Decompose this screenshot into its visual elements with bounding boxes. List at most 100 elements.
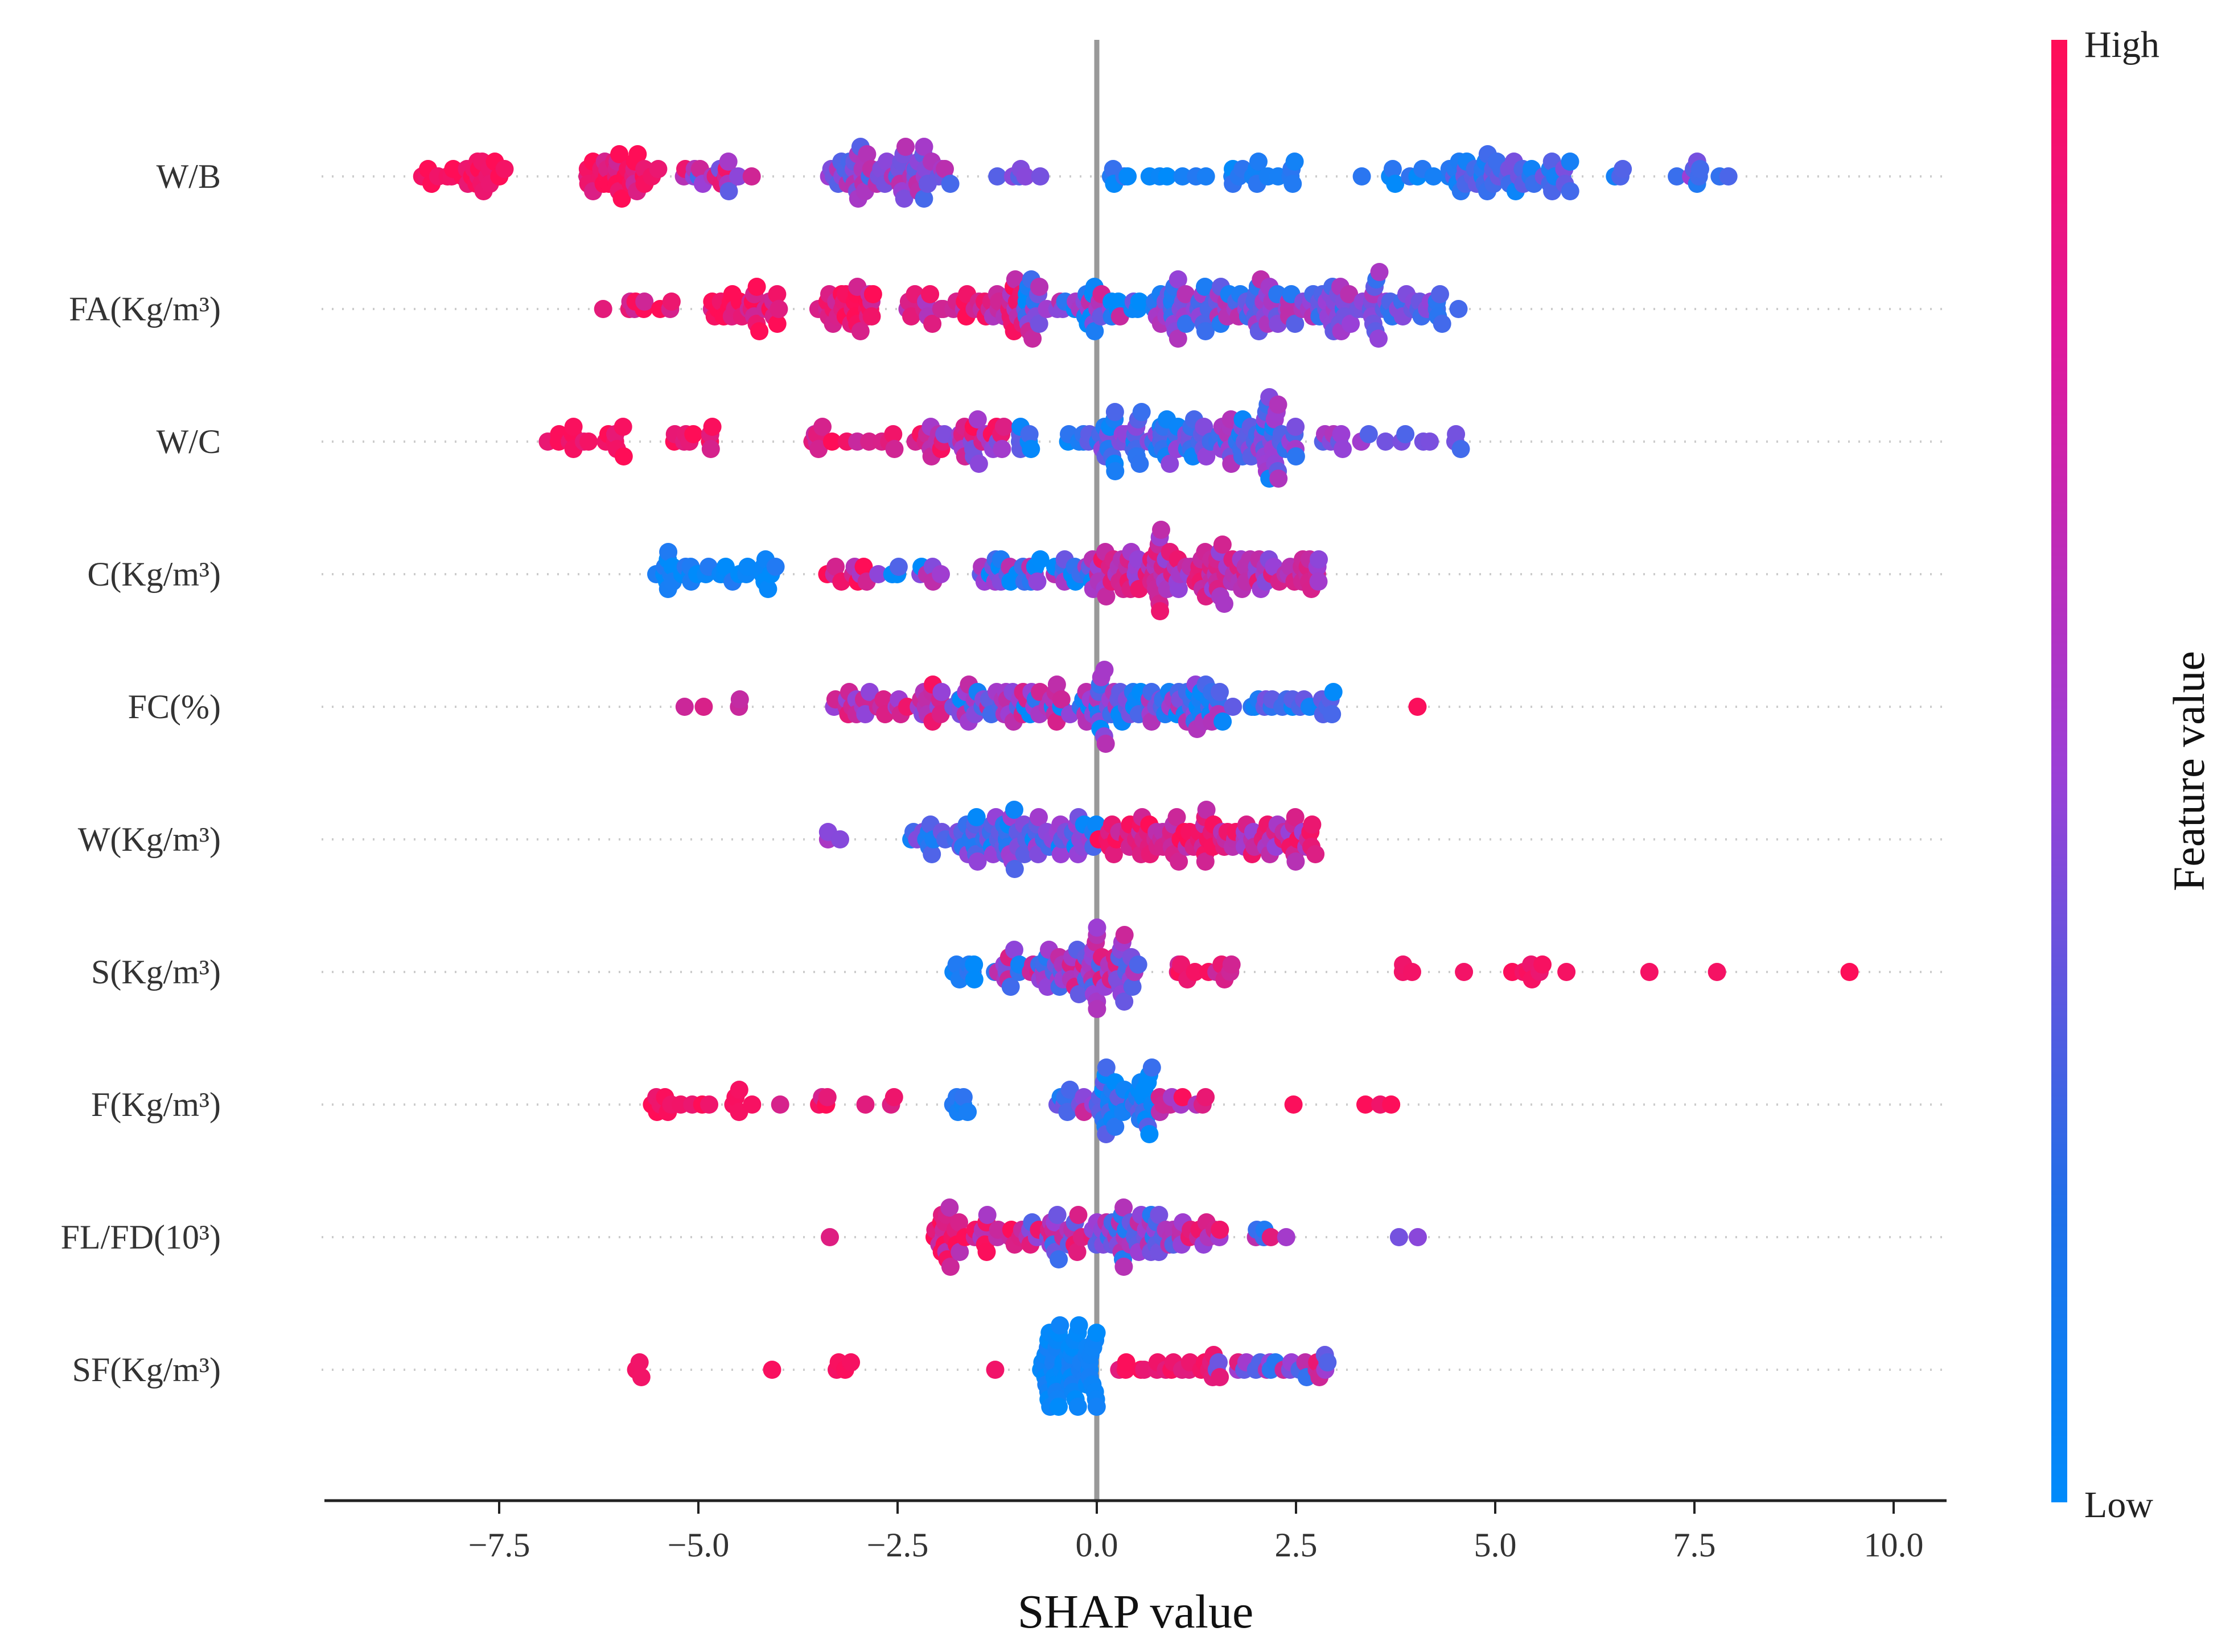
shap-point — [1052, 690, 1071, 708]
shap-point — [1286, 315, 1305, 333]
shap-point — [936, 160, 954, 178]
shap-point — [958, 1103, 977, 1121]
shap-point — [1213, 712, 1232, 731]
shap-point — [1640, 963, 1659, 981]
x-tick-label: 10.0 — [1864, 1526, 1924, 1564]
shap-point — [770, 300, 788, 318]
x-tick-label: 5.0 — [1474, 1526, 1517, 1564]
shap-point — [1118, 167, 1137, 186]
shap-point — [1051, 1316, 1069, 1334]
x-tick-label: 7.5 — [1673, 1526, 1716, 1564]
shap-point — [1095, 661, 1114, 679]
colorbar-title: Feature value — [2164, 651, 2214, 891]
shap-point — [743, 1095, 762, 1114]
shap-point — [1197, 801, 1216, 819]
shap-point — [1085, 322, 1104, 340]
shap-point — [1283, 175, 1302, 193]
shap-point — [662, 293, 681, 311]
shap-point — [1840, 963, 1859, 981]
shap-point — [594, 300, 612, 318]
shap-point — [1224, 698, 1243, 716]
shap-point — [1005, 941, 1023, 959]
feature-label: FA(Kg/m³) — [69, 290, 221, 328]
shap-point — [719, 182, 738, 200]
shap-point — [1211, 1368, 1229, 1386]
shap-point — [1167, 808, 1186, 826]
shap-point — [1209, 1353, 1228, 1371]
shap-point — [1389, 1228, 1408, 1246]
shap-point — [1215, 595, 1233, 613]
shap-point — [1173, 1088, 1192, 1106]
shap-point — [1324, 683, 1343, 701]
shap-point — [632, 1368, 651, 1386]
shap-point — [1016, 167, 1035, 186]
shap-point — [716, 558, 735, 576]
shap-point — [1173, 167, 1192, 186]
feature-label: FC(%) — [128, 688, 221, 726]
shap-point — [1047, 712, 1066, 731]
feature-label: W(Kg/m³) — [78, 821, 221, 858]
shap-point — [1005, 860, 1024, 878]
shap-point — [495, 160, 514, 178]
shap-point — [1051, 845, 1070, 863]
shap-point — [1088, 1000, 1106, 1018]
shap-point — [968, 410, 987, 429]
shap-point — [719, 153, 738, 171]
shap-point — [730, 690, 749, 708]
shap-point — [1211, 683, 1229, 701]
shap-point — [1023, 329, 1042, 348]
shap-point — [1195, 418, 1213, 436]
shap-point — [858, 145, 877, 163]
shap-point — [969, 455, 988, 473]
shap-point — [821, 1228, 839, 1246]
shap-point — [1408, 698, 1427, 716]
shap-point — [988, 167, 1007, 186]
shap-point — [1097, 587, 1116, 605]
shap-point — [1031, 550, 1050, 568]
shap-point — [1161, 455, 1179, 473]
shap-point — [1142, 712, 1161, 731]
shap-point — [1169, 270, 1187, 289]
shap-point — [1196, 322, 1215, 340]
shap-point — [1370, 263, 1389, 281]
shap-point — [932, 565, 950, 583]
shap-point — [813, 418, 832, 436]
shap-point — [1047, 675, 1066, 694]
shap-point — [1285, 153, 1304, 171]
shap-point — [1614, 160, 1632, 178]
shap-point — [1431, 285, 1449, 303]
shap-point — [1068, 1243, 1087, 1261]
shap-point — [694, 698, 713, 716]
shap-point — [1396, 425, 1415, 443]
shap-point — [921, 285, 940, 303]
shap-point — [932, 683, 951, 701]
shap-point — [1403, 963, 1421, 981]
shap-point — [768, 285, 787, 303]
shap-point — [771, 1095, 789, 1114]
shap-point — [1359, 425, 1378, 443]
x-tick-label: 0.0 — [1076, 1526, 1118, 1564]
shap-point — [1088, 918, 1106, 937]
shap-point — [1069, 1206, 1088, 1224]
shap-point — [1451, 440, 1470, 458]
shap-point — [986, 1361, 1005, 1379]
shap-point — [1129, 955, 1147, 974]
shap-point — [1284, 1095, 1303, 1114]
colorbar-low-label: Low — [2084, 1484, 2153, 1526]
shap-point — [940, 1198, 959, 1217]
shap-point — [766, 558, 785, 576]
shap-point — [1332, 425, 1351, 443]
shap-point — [1020, 425, 1039, 443]
shap-point — [659, 543, 678, 561]
shap-point — [730, 1081, 748, 1099]
shap-point — [768, 315, 787, 333]
shap-point — [649, 160, 668, 178]
x-tick-label: −5.0 — [668, 1526, 730, 1564]
shap-point — [1222, 955, 1241, 974]
shap-point — [1249, 153, 1268, 171]
shap-point — [1382, 1095, 1401, 1114]
shap-point — [1030, 315, 1048, 333]
shap-point — [1176, 315, 1195, 333]
shap-point — [1369, 329, 1388, 348]
shap-point — [1130, 455, 1149, 473]
